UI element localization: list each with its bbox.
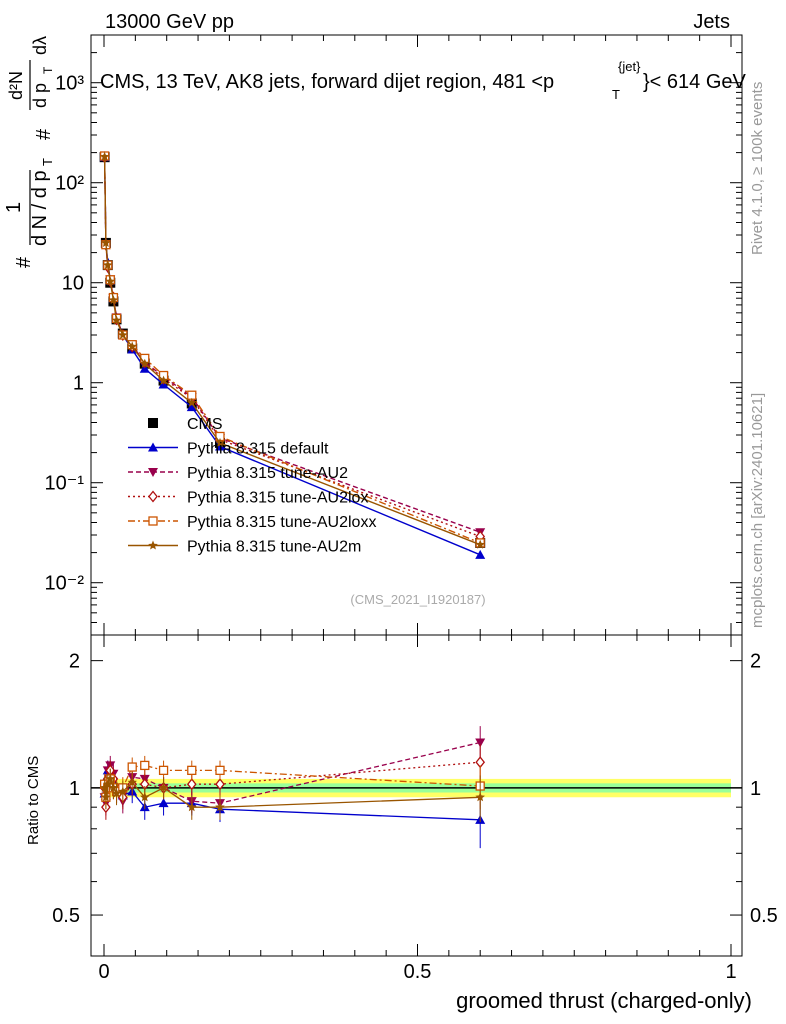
ratio-point-pythia-8-315-tune-au2m [127,777,137,787]
ratio-y-tick-label: 2 [69,651,80,673]
y-label-dlambda: dλ [30,36,50,55]
plot-title-main: CMS, 13 TeV, AK8 jets, forward dijet reg… [100,71,554,93]
plot-title: CMS, 13 TeV, AK8 jets, forward dijet reg… [100,59,747,102]
legend-marker-pythia-8-315-tune-au2loxx [148,516,158,526]
data-point-pythia-8-315-tune-au2m [111,315,122,325]
y-label-one: 1 [3,202,25,213]
ratio-point-pythia-8-315-tune-au2m [108,782,119,792]
y-label-hash1: # [13,256,35,268]
y-tick-label: 10⁻² [45,573,85,595]
y-tick-label: 10³ [55,73,84,95]
data-point-pythia-8-315-tune-au2m [187,397,197,407]
ratio-point-pythia-8-315-tune-au2lox [215,778,225,791]
y-tick-label: 10 [62,273,84,295]
ratio-point-pythia-8-315-tune-au2m [187,802,197,812]
data-point-pythia-8-315-tune-au2m [475,539,485,549]
ratio-point-pythia-8-315-tune-au2m [105,773,115,783]
ratio-y-tick-label: 1 [69,778,80,800]
ratio-point-pythia-8-315-tune-au2 [475,738,486,748]
y-label-dN-sub: T [40,158,55,166]
x-tick-label: 0 [98,961,109,983]
ratio-panel-frame [90,634,743,957]
ratio-point-pythia-8-315-tune-au2m [99,782,110,792]
y-label-dN: d N / d p [29,170,51,246]
ratio-point-pythia-8-315-tune-au2m [140,792,150,802]
ratio-y-tick-label-right: 1 [750,778,761,800]
ratio-point-pythia-8-315-tune-au2loxx [215,765,225,776]
y-label-dpT-sub: T [41,66,55,74]
analysis-id: (CMS_2021_I1920187) [350,592,485,607]
plot-title-end: }< 614 GeV [643,71,747,93]
ratio-y-tick-label: 0.5 [52,905,80,927]
ratio-point-pythia-8-315-tune-au2m [158,782,169,792]
data-point-pythia-8-315-tune-au2m [215,437,225,447]
data-point-pythia-8-315-tune-au2m [103,260,113,270]
legend-label-cms: CMS [187,416,223,433]
y-label-hash2: # [33,128,55,140]
data-point-pythia-8-315-tune-au2m [158,375,169,385]
x-axis-label: groomed thrust (charged-only) [456,988,752,1013]
legend-label-pythia-8-315-tune-au2lox: Pythia 8.315 tune-AU2lox [187,490,368,507]
mcplots-label: mcplots.cern.ch [arXiv:2401.10621] [749,393,766,628]
ratio-point-pythia-8-315-tune-au2loxx [158,765,169,776]
series-line-pythia-8-315-tune-au2loxx [103,155,481,544]
data-point-pythia-8-315-tune-au2m [105,276,115,286]
data-point-pythia-8-315-tune-au2m [99,151,110,161]
y-tick-label: 1 [73,373,84,395]
legend-label-pythia-8-315-default: Pythia 8.315 default [187,441,329,458]
data-point-pythia-8-315-default [475,549,486,559]
header-left: 13000 GeV pp [105,11,234,33]
ratio-point-pythia-8-315-tune-au2m [215,802,225,812]
ratio-point-pythia-8-315-tune-au2loxx [187,765,197,776]
plot-title-sup: {jet} [618,59,641,74]
legend-label-pythia-8-315-tune-au2: Pythia 8.315 tune-AU2 [187,465,348,482]
y-axis-label-top: # 1 d N / d p T # d²N d p T dλ [3,36,55,268]
data-point-pythia-8-315-tune-au2m [140,358,150,368]
data-point-pythia-8-315-tune-au2m [127,341,137,351]
y-tick-label: 10² [55,173,84,195]
legend-marker-cms [148,418,158,428]
x-tick-label: 0.5 [404,961,432,983]
data-point-pythia-8-315-tune-au2m [118,330,128,339]
ratio-panel-series [99,726,486,849]
plot-title-sub: T [612,87,620,102]
x-tick-label: 1 [725,961,736,983]
ratio-point-pythia-8-315-tune-au2m [111,788,122,798]
legend-marker-pythia-8-315-tune-au2m [148,540,158,550]
legend-marker-pythia-8-315-tune-au2lox [148,490,158,503]
y-tick-label: 10⁻¹ [45,473,85,495]
axis-ticks [91,34,742,956]
y-label-d2N: d²N [6,71,26,100]
ratio-point-pythia-8-315-default [158,798,169,808]
legend-marker-pythia-8-315-default [148,442,158,452]
main-panel-series [99,151,486,559]
ratio-point-pythia-8-315-tune-au2loxx [140,760,150,771]
y-label-dpT: d p [30,83,50,108]
legend: CMS Pythia 8.315 default Pythia 8.315 tune… [128,416,376,556]
y-axis-label-ratio: Ratio to CMS [25,756,42,845]
ratio-point-pythia-8-315-tune-au2loxx [127,762,137,772]
ratio-point-pythia-8-315-tune-au2lox [186,778,197,791]
data-point-pythia-8-315-default [186,402,197,412]
ratio-point-pythia-8-315-tune-au2m [118,786,128,796]
ratio-point-pythia-8-315-tune-au2m [101,792,111,802]
rivet-label: Rivet 4.1.0, ≥ 100k events [749,82,766,255]
legend-label-pythia-8-315-tune-au2m: Pythia 8.315 tune-AU2m [187,539,361,556]
ratio-y-tick-label-right: 2 [750,651,761,673]
header-right: Jets [693,11,730,33]
legend-marker-pythia-8-315-tune-au2 [148,468,158,477]
series-line-pythia-8-315-tune-au2m [103,156,481,546]
legend-label-pythia-8-315-tune-au2loxx: Pythia 8.315 tune-AU2loxx [187,514,376,531]
data-point-pythia-8-315-tune-au2m [108,295,119,305]
ratio-y-tick-label-right: 0.5 [750,905,778,927]
ratio-point-pythia-8-315-tune-au2m [475,792,485,802]
data-point-pythia-8-315-tune-au2m [101,237,111,247]
axis-tick-labels: 0 0.5 1 10⁻² 10⁻¹ 1 10 10² 10³ 0.5 0.5 1 1 2 2 [45,73,778,983]
data-point-pythia-8-315-default [214,441,225,451]
ratio-uncertainty-band [91,778,742,798]
